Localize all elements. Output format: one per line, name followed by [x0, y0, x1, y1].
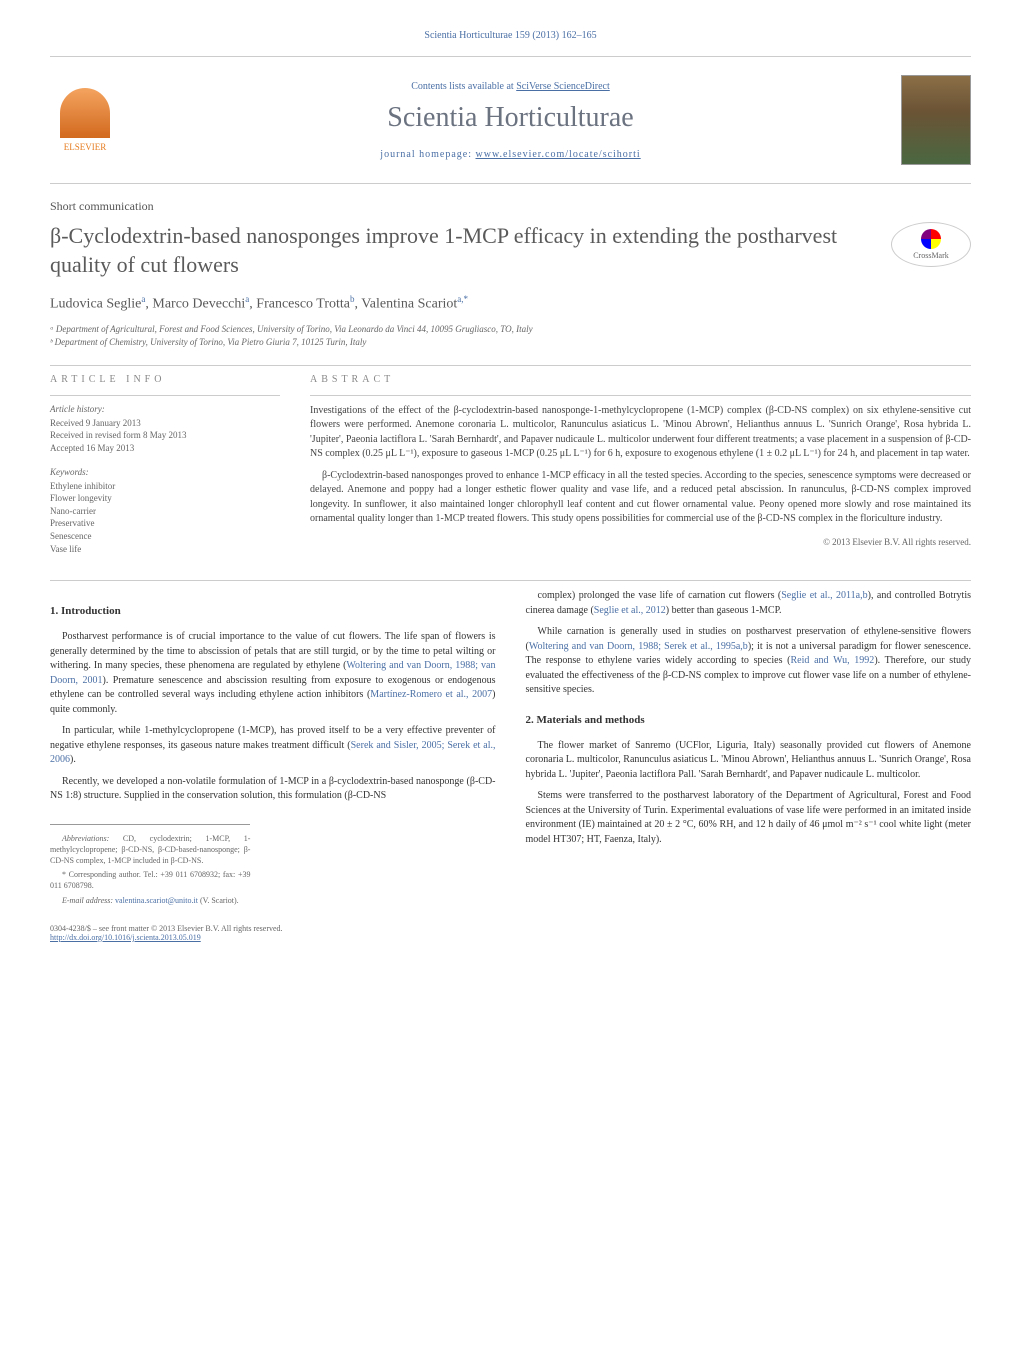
abstract-p1: Investigations of the effect of the β-cy…: [310, 404, 971, 462]
author-2: , Marco Devecchi: [145, 297, 245, 312]
email: E-mail address: valentina.scariot@unito.…: [50, 895, 250, 906]
elsevier-logo: ELSEVIER: [50, 80, 120, 160]
journal-header: ELSEVIER Contents lists available at Sci…: [50, 65, 971, 175]
author-4: , Valentina Scariot: [355, 297, 458, 312]
footer-info: 0304-4238/$ – see front matter © 2013 El…: [50, 924, 971, 942]
author-1: Ludovica Seglie: [50, 297, 141, 312]
info-abstract-section: article info Article history: Received 9…: [50, 374, 971, 555]
article-type: Short communication: [50, 199, 971, 214]
crossmark-label: CrossMark: [913, 251, 949, 260]
affiliations: ᵃ Department of Agricultural, Forest and…: [50, 323, 971, 350]
methods-p2: Stems were transferred to the postharves…: [526, 789, 972, 847]
methods-p1: The flower market of Sanremo (UCFlor, Li…: [526, 739, 972, 783]
citation-link[interactable]: Woltering and van Doorn, 1988; Serek et …: [529, 641, 748, 652]
center-header: Contents lists available at SciVerse Sci…: [120, 81, 901, 160]
publisher-name: ELSEVIER: [64, 142, 107, 152]
article-info-label: article info: [50, 374, 280, 385]
keyword-1: Flower longevity: [50, 492, 280, 505]
citation-link[interactable]: Reid and Wu, 1992: [791, 655, 875, 666]
journal-name: Scientia Horticulturae: [120, 102, 901, 134]
author-4-affil: a,*: [457, 294, 468, 304]
intro-p3-cont: complex) prolonged the vase life of carn…: [526, 589, 972, 618]
accepted-date: Accepted 16 May 2013: [50, 442, 280, 455]
keyword-4: Senescence: [50, 530, 280, 543]
intro-p2: In particular, while 1-methylcyclopropen…: [50, 724, 496, 768]
homepage-line: journal homepage: www.elsevier.com/locat…: [120, 149, 901, 160]
crossmark-icon: [921, 229, 941, 249]
divider: [50, 365, 971, 366]
divider: [50, 56, 971, 57]
issn-line: 0304-4238/$ – see front matter © 2013 El…: [50, 924, 971, 933]
article-info-column: article info Article history: Received 9…: [50, 374, 280, 555]
homepage-link[interactable]: www.elsevier.com/locate/scihorti: [476, 149, 641, 160]
divider: [50, 183, 971, 184]
affiliation-a: ᵃ Department of Agricultural, Forest and…: [50, 323, 971, 337]
divider: [50, 395, 280, 396]
divider: [50, 580, 971, 581]
header-citation: Scientia Horticulturae 159 (2013) 162–16…: [50, 30, 971, 41]
contents-prefix: Contents lists available at: [411, 81, 516, 92]
crossmark-badge[interactable]: CrossMark: [891, 222, 971, 267]
intro-p1: Postharvest performance is of crucial im…: [50, 630, 496, 717]
abstract-column: abstract Investigations of the effect of…: [310, 374, 971, 555]
title-row: β-Cyclodextrin-based nanosponges improve…: [50, 222, 971, 279]
elsevier-tree-icon: [60, 88, 110, 138]
journal-cover-image: [901, 75, 971, 165]
received-date: Received 9 January 2013: [50, 417, 280, 430]
doi-link[interactable]: http://dx.doi.org/10.1016/j.scienta.2013…: [50, 933, 201, 942]
divider: [310, 395, 971, 396]
intro-heading: 1. Introduction: [50, 604, 496, 620]
keywords-label: Keywords:: [50, 467, 280, 477]
abstract-label: abstract: [310, 374, 971, 385]
author-3: , Francesco Trotta: [249, 297, 350, 312]
authors-line: Ludovica Segliea, Marco Devecchia, Franc…: [50, 294, 971, 313]
intro-p3: Recently, we developed a non-volatile fo…: [50, 775, 496, 804]
affiliation-b: ᵇ Department of Chemistry, University of…: [50, 336, 971, 350]
body-text: 1. Introduction Postharvest performance …: [50, 589, 971, 909]
email-link[interactable]: valentina.scariot@unito.it: [115, 896, 198, 905]
history-label: Article history:: [50, 404, 280, 414]
keyword-2: Nano-carrier: [50, 505, 280, 518]
footnotes: Abbreviations: CD, cyclodextrin; 1-MCP, …: [50, 824, 250, 906]
citation-link[interactable]: Seglie et al., 2012: [594, 605, 666, 616]
abbreviations: Abbreviations: CD, cyclodextrin; 1-MCP, …: [50, 833, 250, 867]
corresponding-author: * Corresponding author. Tel.: +39 011 67…: [50, 869, 250, 891]
methods-heading: 2. Materials and methods: [526, 713, 972, 729]
revised-date: Received in revised form 8 May 2013: [50, 429, 280, 442]
keyword-5: Vase life: [50, 543, 280, 556]
sciencedirect-link[interactable]: SciVerse ScienceDirect: [516, 81, 610, 92]
abstract-text: Investigations of the effect of the β-cy…: [310, 404, 971, 527]
keyword-3: Preservative: [50, 517, 280, 530]
article-title: β-Cyclodextrin-based nanosponges improve…: [50, 222, 871, 279]
intro-p4: While carnation is generally used in stu…: [526, 625, 972, 698]
abstract-copyright: © 2013 Elsevier B.V. All rights reserved…: [310, 537, 971, 547]
contents-line: Contents lists available at SciVerse Sci…: [120, 81, 901, 92]
homepage-prefix: journal homepage:: [380, 149, 475, 160]
citation-link[interactable]: Seglie et al., 2011a,b: [781, 590, 867, 601]
citation-link[interactable]: Martínez-Romero et al., 2007: [370, 689, 492, 700]
keyword-0: Ethylene inhibitor: [50, 480, 280, 493]
abstract-p2: β-Cyclodextrin-based nanosponges proved …: [310, 469, 971, 527]
